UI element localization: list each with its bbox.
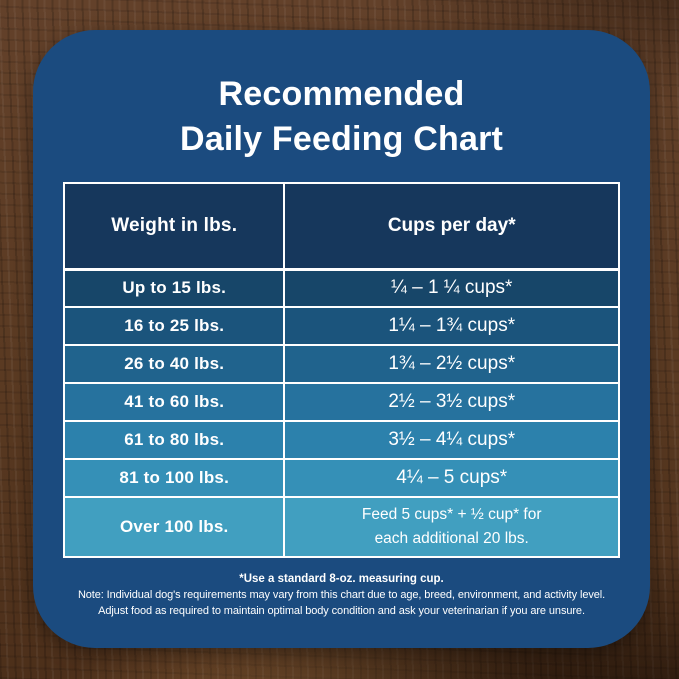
page-title: Recommended Daily Feeding Chart [33,30,650,162]
table-row: 41 to 60 lbs. 2½ – 3½ cups* [65,381,618,420]
table-row: Up to 15 lbs. ¼ – 1 ¼ cups* [65,267,618,306]
table-header-row: Weight in lbs. Cups per day* [65,183,618,268]
cups-cell: ¼ – 1 ¼ cups* [283,270,618,306]
cups-cell: 1¾ – 2½ cups* [283,345,618,382]
table-row: 26 to 40 lbs. 1¾ – 2½ cups* [65,343,618,382]
page-title-line1: Recommended [218,75,465,113]
table-row: Over 100 lbs. Feed 5 cups* + ½ cup* for … [65,495,618,556]
weight-cell: 16 to 25 lbs. [124,315,225,335]
weight-cell: Over 100 lbs. [119,516,229,536]
cups-cell: 4¼ – 5 cups* [283,459,618,496]
weight-cell: 81 to 100 lbs. [119,467,229,487]
table-row: 81 to 100 lbs. 4¼ – 5 cups* [65,457,618,496]
cups-cell: Feed 5 cups* + ½ cup* for each additiona… [283,497,618,556]
weight-cell: 26 to 40 lbs. [124,353,225,373]
weight-cell: Up to 15 lbs. [122,278,227,298]
table-row: 61 to 80 lbs. 3½ – 4¼ cups* [65,419,618,458]
footnotes: *Use a standard 8-oz. measuring cup. Not… [33,573,650,620]
weight-cell: 41 to 60 lbs. [124,391,225,411]
disclaimer-line-1: Note: Individual dog's requirements may … [77,588,606,601]
column-header-weight: Weight in lbs. [111,214,238,236]
measuring-cup-note: *Use a standard 8-oz. measuring cup. [239,572,444,585]
feeding-table: Weight in lbs. Cups per day* Up to 15 lb… [63,181,620,558]
table-row: 16 to 25 lbs. 1¼ – 1¾ cups* [65,305,618,344]
cups-cell: 2½ – 3½ cups* [283,383,618,420]
cups-cell: 1¼ – 1¾ cups* [283,307,618,344]
feeding-chart-card: Recommended Daily Feeding Chart Weight in… [33,30,650,648]
disclaimer-line-2: Adjust food as required to maintain opti… [98,604,585,617]
cups-cell: 3½ – 4¼ cups* [283,421,618,458]
weight-cell: 61 to 80 lbs. [124,429,225,449]
page-title-line2: Daily Feeding Chart [179,119,504,158]
column-header-cups: Cups per day* [283,183,618,268]
